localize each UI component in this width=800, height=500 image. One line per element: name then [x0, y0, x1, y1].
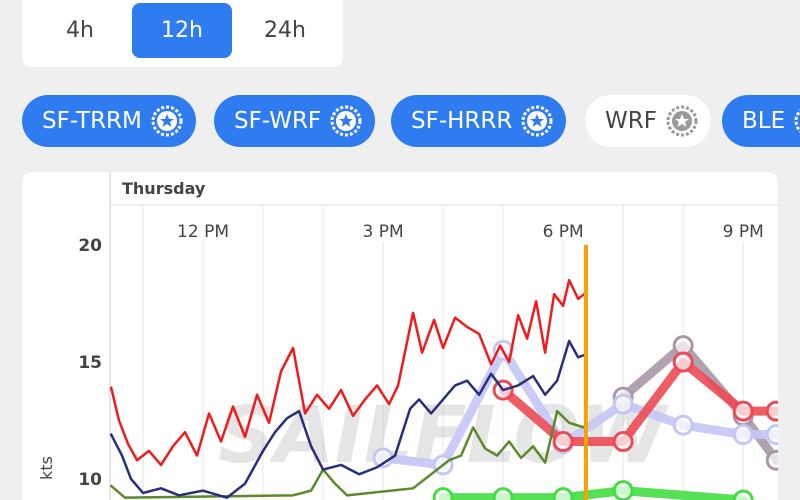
star-icon — [794, 109, 800, 133]
forecast-point — [612, 480, 634, 500]
forecast-point — [432, 487, 454, 500]
model-pill[interactable]: WRF — [585, 95, 711, 147]
forecast-point — [492, 487, 514, 500]
forecast-point — [765, 424, 778, 446]
y-tick-label: 10 — [78, 470, 102, 490]
forecast-point — [672, 351, 694, 373]
time-range-option[interactable]: 4h — [66, 18, 94, 43]
series-line — [110, 339, 586, 499]
series-line — [110, 278, 586, 467]
time-range-option[interactable]: 12h — [132, 3, 232, 58]
time-range-selector: 4h 12h 24h — [22, 0, 343, 67]
model-label: SF-TRRM — [42, 108, 142, 134]
chart-card: Thursday kts 12 PM 3 PM 6 PM 9 PM 10 15 20 SAIL… — [22, 172, 778, 500]
forecast-point — [765, 449, 778, 471]
y-axis-label: kts — [37, 456, 56, 480]
model-label: SF-HRRR — [411, 108, 513, 134]
model-pills: SF-TRRM SF-WRF SF-HRRR WRF BLE — [0, 95, 800, 149]
model-pill[interactable]: SF-HRRR — [391, 95, 567, 147]
forecast-point — [672, 414, 694, 436]
x-tick-label: 6 PM — [543, 222, 584, 242]
forecast-point — [612, 393, 634, 415]
model-pill[interactable]: BLE — [722, 95, 800, 147]
day-label: Thursday — [122, 179, 206, 198]
series-line — [110, 409, 586, 499]
chart: Thursday kts 12 PM 3 PM 6 PM 9 PM101520SAIL… — [37, 172, 778, 500]
series-line — [438, 486, 748, 500]
star-icon — [330, 105, 362, 137]
time-range-option[interactable]: 24h — [264, 18, 306, 43]
y-tick-label: 15 — [78, 353, 102, 373]
forecast-point — [732, 489, 754, 500]
forecast-point — [552, 487, 574, 500]
star-icon — [521, 105, 553, 137]
forecast-point — [765, 400, 778, 422]
model-label: SF-WRF — [234, 108, 322, 134]
x-tick-label: 3 PM — [363, 222, 404, 242]
forecast-point — [612, 431, 634, 453]
star-icon — [151, 105, 183, 137]
star-icon — [666, 105, 698, 137]
forecast-point — [732, 424, 754, 446]
model-pill[interactable]: SF-WRF — [214, 95, 376, 147]
model-label: WRF — [605, 108, 657, 134]
x-tick-label: 12 PM — [177, 222, 229, 242]
model-label: BLE — [742, 108, 786, 134]
model-pill[interactable]: SF-TRRM — [22, 95, 196, 147]
forecast-point — [732, 400, 754, 422]
plot — [110, 278, 778, 500]
forecast-point — [552, 431, 574, 453]
x-tick-label: 9 PM — [723, 222, 764, 242]
y-tick-label: 20 — [78, 236, 102, 256]
